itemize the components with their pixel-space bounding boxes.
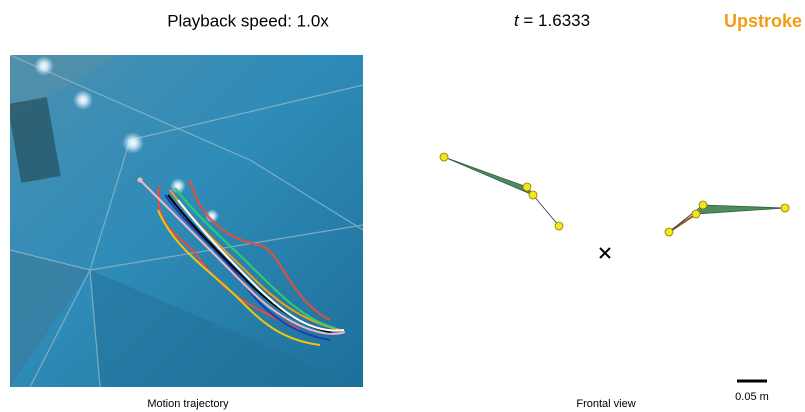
phase-label: Upstroke — [724, 11, 802, 31]
frontal-view — [440, 153, 789, 381]
underwater-photo — [7, 55, 363, 387]
time-value: = 1.6333 — [523, 11, 590, 30]
figure: Playback speed: 1.0x t = 1.6333 Upstroke — [0, 0, 805, 412]
left-caption: Motion trajectory — [147, 398, 229, 410]
playback-speed: Playback speed: 1.0x — [167, 11, 329, 30]
right-caption: Frontal view — [576, 398, 635, 410]
time-variable: t — [514, 11, 520, 30]
time-label: t = 1.6333 — [514, 11, 590, 30]
scale-bar-label: 0.05 m — [735, 391, 769, 403]
